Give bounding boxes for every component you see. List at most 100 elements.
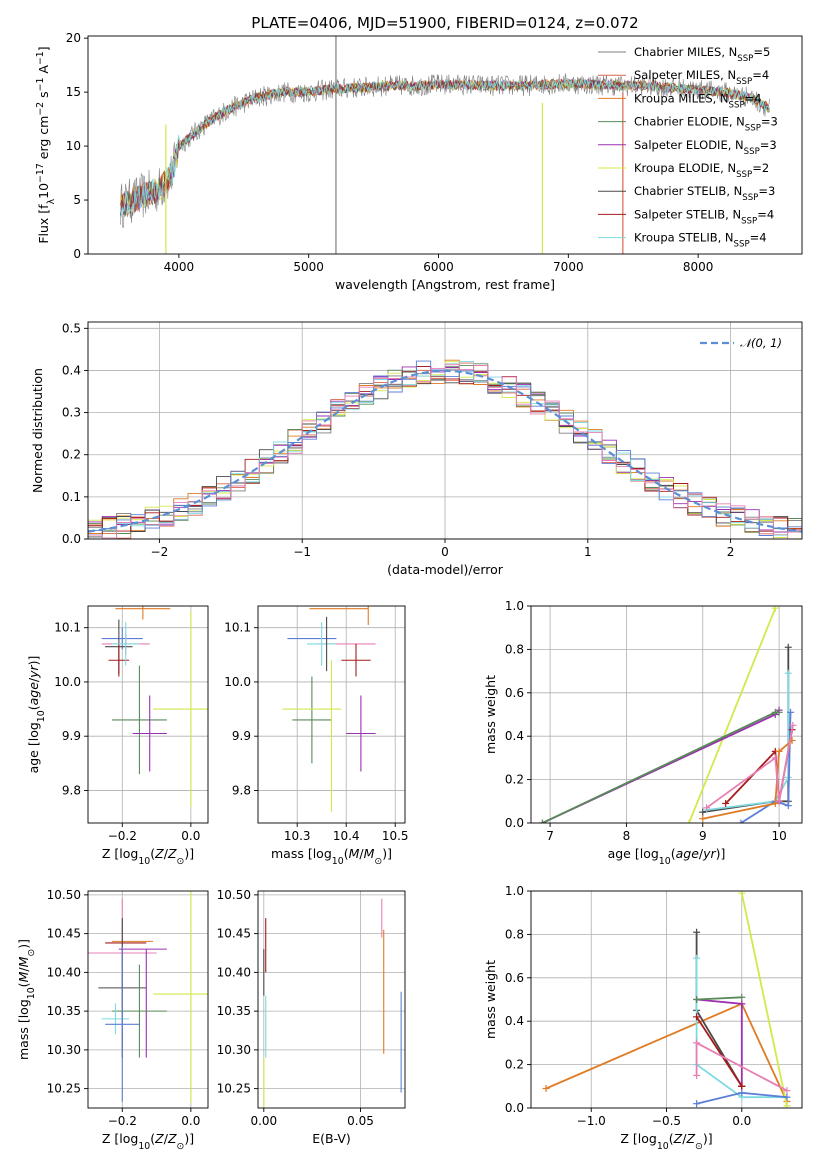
x-tick-label: 0.05 [347,1114,374,1128]
errorbars [282,606,376,813]
x-tick-label: −1 [293,545,311,559]
y-tick-label: 1.0 [505,884,524,898]
normal-curve [88,369,802,533]
weight-series [693,928,746,1090]
y-tick-label: 0.8 [505,642,524,656]
y-axis-label: Flux [fλ10−17 erg cm−2 s−1 A−1] [35,46,57,243]
histogram-series [88,363,802,539]
x-tick-label: −0.5 [652,1114,681,1128]
y-tick-label: 1.0 [505,599,524,613]
y-tick-label: 10.50 [217,888,251,902]
errorbars [263,898,402,1108]
x-tick-label: 6000 [423,260,454,274]
x-axis-label: mass [log10(M/M⊙)] [271,846,392,867]
x-tick-label: 0.0 [181,1114,200,1128]
legend-entry-label: Chabrier ELODIE, NSSP=3 [634,115,778,134]
x-tick-label: 0.0 [181,829,200,843]
x-tick-label: 8000 [683,260,714,274]
histogram-series [88,360,802,539]
y-tick-label: 0.1 [62,490,81,504]
weight-line [695,1016,743,1087]
weight-line [695,958,787,1099]
errorbar-point [346,695,376,772]
plot-frame [87,321,803,540]
x-tick-label: 10 [771,829,786,843]
weight-series [693,996,746,1090]
y-tick-label: 0.2 [62,448,81,462]
errorbar-point [307,622,337,666]
weight-line [725,729,793,805]
y-tick-label: 0 [73,247,81,261]
y-tick-label: 10.35 [217,1004,251,1018]
y-axis-label: mass [log10(M/M⊙)] [16,939,37,1060]
legend-entry-label: Salpeter ELODIE, NSSP=3 [634,138,777,157]
x-tick-label: 10.3 [284,829,311,843]
x-axis-label: Z [log10(Z/Z⊙)] [620,1131,712,1152]
y-tick-label: 0.2 [505,1058,524,1072]
legend-entry-label: Kroupa ELODIE, NSSP=2 [634,161,769,180]
x-tick-label: 0.0 [732,1114,751,1128]
spectrum-title: PLATE=0406, MJD=51900, FIBERID=0124, z=0… [251,14,638,32]
errorbars [101,606,208,807]
y-axis-label: mass weight [483,675,498,754]
y-tick-label: 0.5 [62,321,81,335]
y-tick-label: 10.25 [47,1082,81,1096]
plot-frame [257,605,406,824]
weight-series [538,708,783,823]
y-tick-label: 0.0 [62,532,81,546]
errorbars [88,891,208,1103]
y-tick-label: 10.45 [47,927,81,941]
y-axis-label: mass weight [483,960,498,1039]
y-tick-label: 10.45 [217,927,251,941]
age-vs-mass-panel: 10.3 10.4 10.5 9.8 9.9 10.0 10.1 mass [log10(M/… [224,605,409,867]
y-tick-label: 9.9 [62,729,81,743]
plot-frame [257,890,406,1109]
y-tick-label: 0.0 [505,816,524,830]
mass-vs-Z-panel: −0.2 0.0 10.25 10.30 10.35 10.40 10.45 10.50 Z [… [16,888,209,1152]
weight-lines [538,606,797,823]
errorbar-point [101,1003,130,1035]
x-tick-label: 10.4 [333,829,360,843]
x-tick-label: −2 [151,545,169,559]
weight-series [738,891,791,1108]
y-tick-label: 10.0 [54,675,81,689]
residuals-panel: −2 −1 0 1 2 0.0 0.1 0.2 0.3 0.4 0.5 (data-model)/er… [30,321,803,577]
errorbar-point [112,665,167,775]
y-tick-label: 0.4 [505,1014,524,1028]
errorbar-point [101,627,143,650]
y-tick-label: 9.8 [232,783,251,797]
x-tick-label: 7000 [553,260,584,274]
weight-line [696,996,742,1001]
weight-vs-Z-panel: −1.0 −0.5 0.0 0.0 0.2 0.4 0.6 0.8 1.0 Z [log10(Z/… [483,884,803,1152]
y-tick-label: 10.40 [47,965,81,979]
weight-lines [542,891,791,1108]
plot-frame [530,605,803,824]
x-tick-label: 4000 [164,260,195,274]
errorbar-point [341,643,371,677]
legend-entry-label: Kroupa MILES, NSSP=4 [634,91,762,110]
spectrum-legend: Chabrier MILES, NSSP=5 Salpeter MILES, NS… [598,45,778,250]
y-tick-label: 10.35 [47,1004,81,1018]
weight-line [702,647,790,813]
y-tick-label: 0.0 [505,1101,524,1115]
y-tick-label: 10.50 [47,888,81,902]
weight-series [703,721,797,812]
y-tick-label: 0.2 [505,773,524,787]
weight-line [740,712,792,823]
y-tick-label: 10.1 [54,621,81,635]
weight-series [685,606,779,823]
residuals-histograms [88,359,802,539]
x-tick-label: −1.0 [577,1114,606,1128]
legend-entry-label: Kroupa STELIB, NSSP=4 [634,231,767,250]
weight-line [688,607,777,823]
legend-entry-label: Chabrier STELIB, NSSP=3 [634,184,775,203]
plot-frame [530,890,803,1109]
y-tick-label: 10 [66,139,81,153]
y-tick-label: 15 [66,85,81,99]
plot-frame [87,35,803,255]
weight-series [693,993,746,1003]
plot-frame [87,890,209,1109]
legend-entry-label: Salpeter STELIB, NSSP=4 [634,207,774,226]
y-tick-label: 9.8 [62,783,81,797]
